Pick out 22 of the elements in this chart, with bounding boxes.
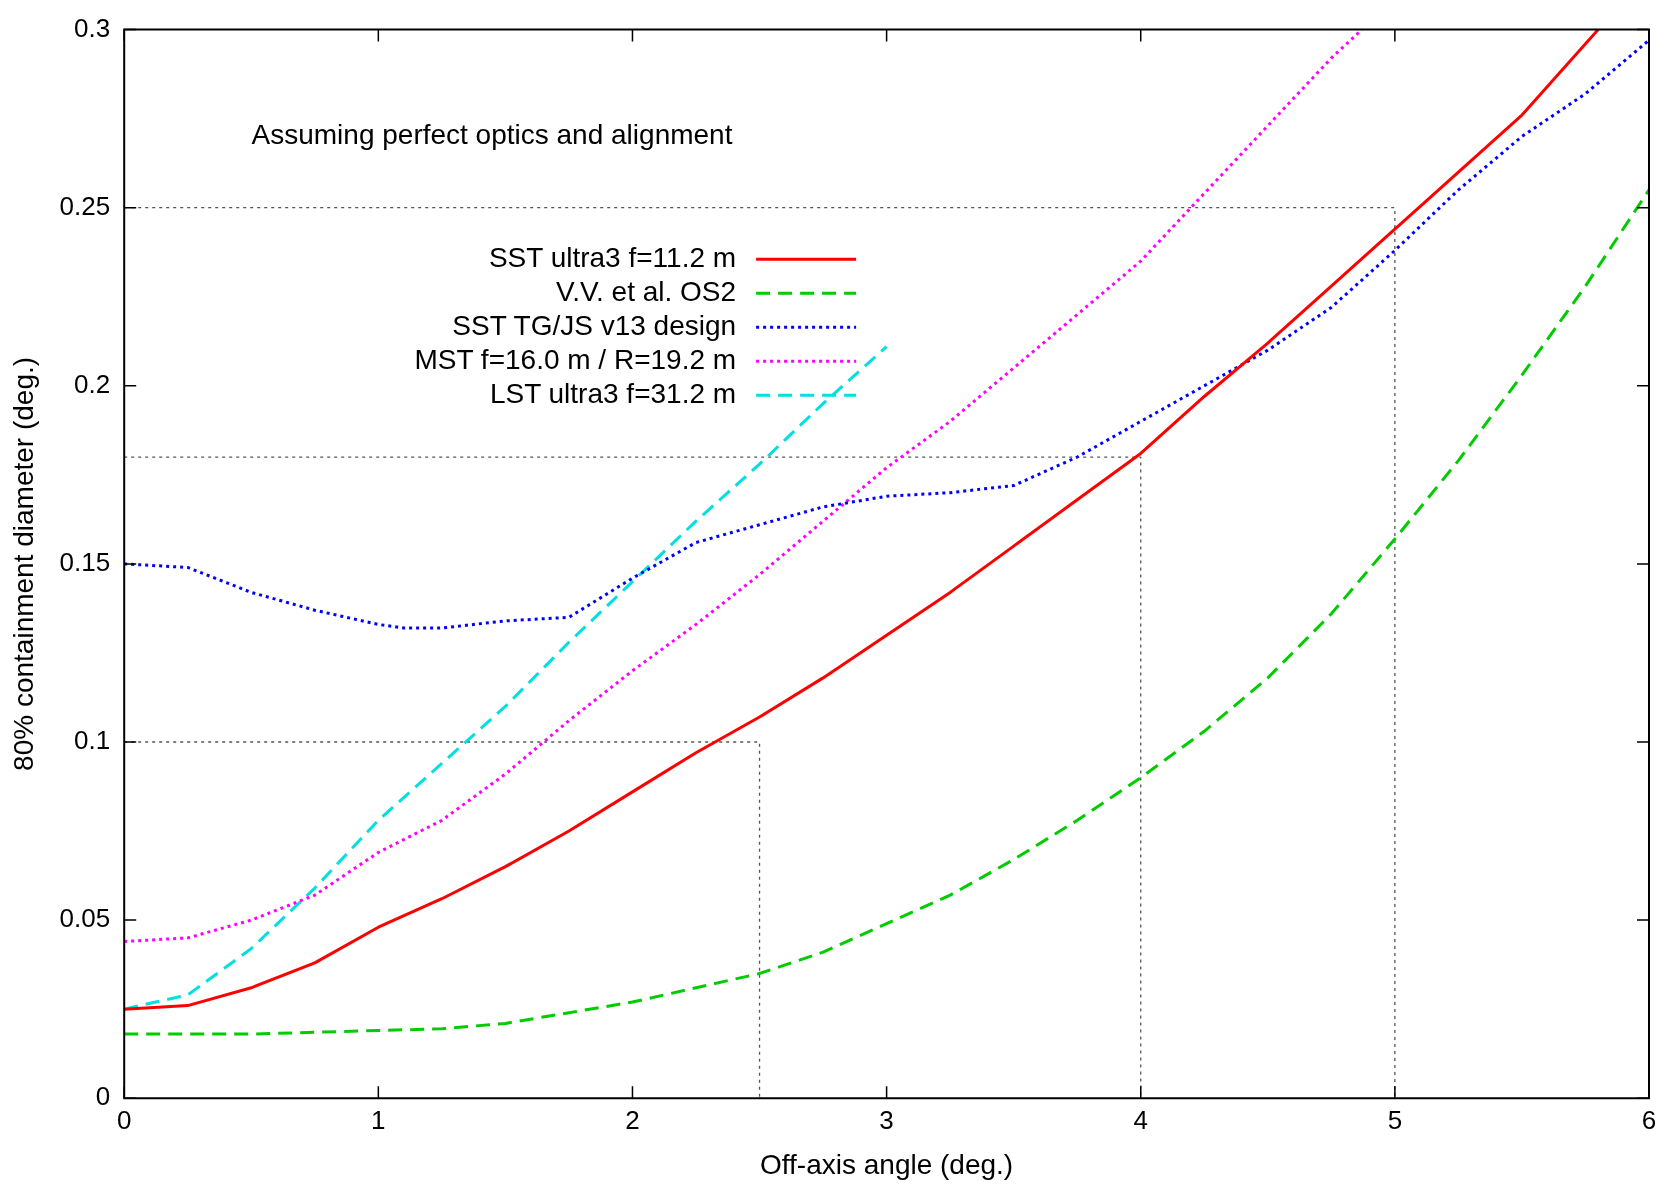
legend-label: V.V. et al. OS2 — [556, 276, 737, 308]
y-tick-label: 0.3 — [74, 12, 111, 43]
x-tick-label: 6 — [1641, 1104, 1657, 1135]
annotation: Assuming perfect optics and alignment — [251, 119, 733, 151]
y-tick-label: 0.25 — [59, 190, 111, 221]
x-tick-label: 2 — [625, 1104, 640, 1135]
legend-label: MST f=16.0 m / R=19.2 m — [414, 344, 737, 376]
y-tick-label: 0.05 — [59, 903, 111, 934]
y-tick-label: 0.15 — [59, 547, 111, 578]
x-tick-label: 3 — [879, 1104, 894, 1135]
y-axis-title: 80% containment diameter (deg.) — [7, 356, 39, 771]
y-tick-label: 0 — [95, 1081, 111, 1112]
x-tick-label: 4 — [1133, 1104, 1148, 1135]
x-axis-title: Off-axis angle (deg.) — [760, 1148, 1014, 1180]
legend-label: SST TG/JS v13 design — [452, 310, 737, 342]
legend-label: LST ultra3 f=31.2 m — [489, 378, 737, 410]
y-tick-label: 0.2 — [74, 368, 111, 399]
legend-label: SST ultra3 f=11.2 m — [488, 242, 737, 274]
x-tick-label: 5 — [1387, 1104, 1403, 1135]
x-tick-label: 0 — [116, 1104, 132, 1135]
x-tick-label: 1 — [371, 1104, 386, 1135]
y-tick-label: 0.1 — [74, 725, 111, 756]
